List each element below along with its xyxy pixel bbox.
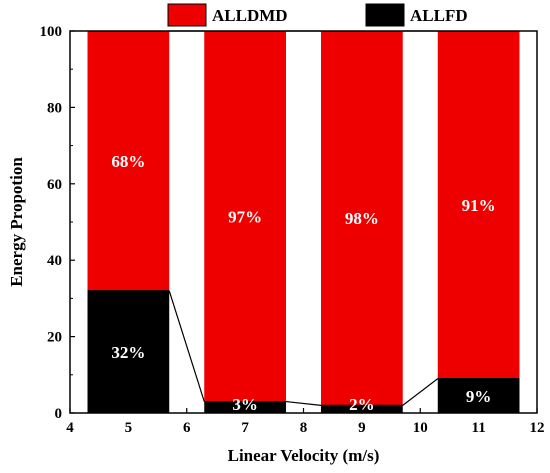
data-label-alldmd-1: 97%	[228, 207, 262, 226]
data-label-allfd-1: 3%	[232, 395, 258, 414]
x-tick-label-5: 9	[358, 420, 366, 436]
data-label-alldmd-3: 91%	[462, 196, 496, 215]
bar-allfd-0	[87, 290, 170, 413]
data-label-allfd-3: 9%	[466, 387, 492, 406]
bar-allfd-1	[204, 401, 286, 413]
bar-allfd-3	[437, 378, 520, 413]
data-labels: 68% 32% 97% 3% 98% 2% 91% 9%	[111, 152, 495, 414]
legend-swatch-alldmd	[167, 3, 207, 27]
legend-label-alldmd: ALLDMD	[212, 6, 288, 25]
y-axis-title: Energy Propotion	[7, 157, 26, 287]
bar-alldmd-2	[321, 31, 403, 406]
bar-alldmd-3	[437, 31, 520, 379]
connector-boundary-2	[402, 378, 439, 406]
bars-layer	[87, 31, 520, 413]
y-tick-label-4: 80	[47, 100, 62, 116]
x-tick-label-2: 6	[183, 420, 191, 436]
bar-alldmd-0	[87, 31, 170, 291]
x-axis-title: Linear Velocity (m/s)	[228, 446, 380, 465]
data-label-alldmd-2: 98%	[345, 209, 379, 228]
legend: ALLDMD ALLFD	[167, 3, 468, 27]
x-tick-label-4: 8	[300, 420, 308, 436]
x-tick-label-6: 10	[413, 420, 428, 436]
connector-boundary-0	[168, 290, 205, 402]
x-axis-ticks: 4 5 6 7 8 9 10 11 12	[66, 408, 545, 436]
connector-boundary-1	[285, 400, 322, 406]
y-axis-ticks: 0 20 40 60 80 100	[40, 24, 75, 422]
y-tick-label-2: 40	[47, 253, 62, 269]
y-tick-label-3: 60	[47, 177, 62, 193]
y-tick-label-1: 20	[47, 330, 62, 346]
x-tick-label-3: 7	[241, 420, 249, 436]
y-tick-label-5: 100	[40, 24, 63, 40]
x-tick-label-7: 11	[472, 420, 486, 436]
x-tick-label-8: 12	[530, 420, 545, 436]
bar-alldmd-1	[204, 31, 286, 402]
legend-label-allfd: ALLFD	[410, 6, 468, 25]
x-tick-label-0: 4	[66, 420, 74, 436]
data-label-allfd-2: 2%	[349, 395, 375, 414]
legend-swatch-allfd	[365, 3, 405, 27]
data-label-alldmd-0: 68%	[111, 152, 145, 171]
y-tick-label-0: 0	[55, 406, 63, 422]
x-tick-label-1: 5	[125, 420, 133, 436]
data-label-allfd-0: 32%	[111, 343, 145, 362]
